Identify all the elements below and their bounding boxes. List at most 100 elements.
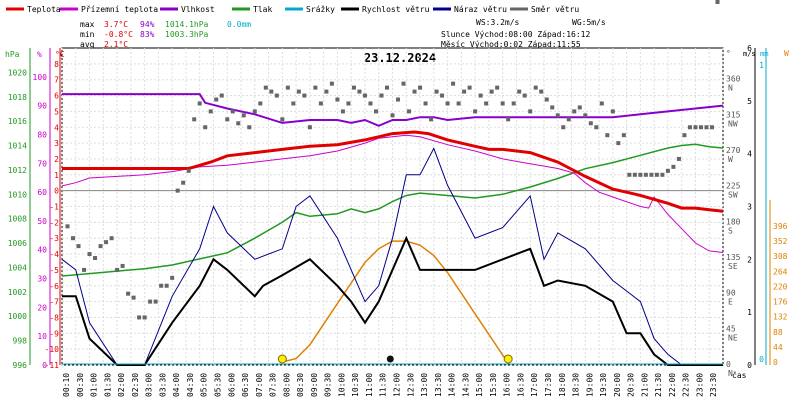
tick-dir-compass: N bbox=[728, 84, 733, 93]
tick-c: 1 bbox=[54, 171, 59, 180]
wind-dir-point bbox=[478, 93, 483, 98]
wind-dir-point bbox=[203, 125, 208, 130]
tick-c: -6 bbox=[49, 282, 59, 291]
tick-x: 20:30 bbox=[627, 373, 636, 397]
wind-dir-point bbox=[208, 109, 213, 114]
wind-dir-point bbox=[418, 85, 423, 90]
tick-x: 17:00 bbox=[530, 373, 539, 397]
tick-dir: 360 bbox=[726, 75, 741, 84]
wind-dir-point bbox=[660, 172, 665, 177]
legend-label: Přízemní teplota bbox=[81, 5, 158, 14]
tick-wm2: 88 bbox=[773, 328, 783, 337]
axis-title-pct: % bbox=[37, 50, 42, 59]
legend-item: Rychlost větru bbox=[341, 5, 430, 14]
tick-dir-compass: E bbox=[728, 298, 733, 307]
tick-x: 09:30 bbox=[324, 373, 333, 397]
tick-x: 22:30 bbox=[682, 373, 691, 397]
wind-dir-point bbox=[186, 168, 191, 173]
tick-mm: 1 bbox=[759, 61, 764, 70]
tick-x: 14:00 bbox=[448, 373, 457, 397]
stat-avg-temp: 2.1°C bbox=[104, 40, 128, 49]
tick-c: -9 bbox=[49, 329, 59, 338]
tick-x: 15:00 bbox=[475, 373, 484, 397]
tick-c: -10 bbox=[45, 345, 60, 354]
tick-x: 01:30 bbox=[103, 373, 112, 397]
tick-dir: 180 bbox=[726, 217, 741, 226]
wind-dir-point bbox=[616, 141, 621, 146]
wind-dir-point bbox=[423, 101, 428, 106]
tick-pct: 30 bbox=[37, 275, 47, 284]
wind-dir-point bbox=[511, 101, 516, 106]
wind-dir-point bbox=[335, 97, 340, 102]
series-temperature bbox=[62, 130, 724, 213]
tick-x: 14:30 bbox=[461, 373, 470, 397]
wind-dir-point bbox=[142, 315, 147, 320]
wind-dir-point bbox=[280, 117, 285, 122]
wind-dir-point bbox=[550, 105, 555, 110]
legend-label: Srážky bbox=[306, 5, 335, 14]
legend-label: Náraz větru bbox=[454, 5, 507, 14]
wind-dir-point bbox=[627, 172, 632, 177]
wind-dir-point bbox=[539, 89, 544, 94]
wind-dir-point bbox=[252, 109, 257, 114]
wind-dir-point bbox=[258, 101, 263, 106]
stats-block: max 3.7°C 94% 1014.1hPa 0.0mm min -0.8°C… bbox=[80, 18, 606, 49]
tick-mm: 0 bbox=[759, 355, 764, 364]
wind-dir-point bbox=[522, 93, 527, 98]
axis-title-ms: m/s bbox=[743, 50, 756, 58]
wind-dir-point bbox=[148, 299, 153, 304]
tick-x: 13:00 bbox=[420, 373, 429, 397]
grid bbox=[61, 48, 724, 366]
wind-dir-point bbox=[192, 117, 197, 122]
tick-c: 3 bbox=[54, 139, 59, 148]
wind-dir-point bbox=[302, 93, 307, 98]
stat-avg-label: avg bbox=[80, 40, 95, 49]
tick-hpa: 1002 bbox=[8, 288, 27, 297]
tick-hpa: 1014 bbox=[8, 142, 27, 151]
wind-dir-point bbox=[588, 121, 593, 126]
legend-item: Náraz větru bbox=[433, 5, 507, 14]
wind-dir-point bbox=[687, 125, 692, 130]
tick-x: 00:10 bbox=[62, 373, 71, 397]
wind-dir-point bbox=[561, 125, 566, 130]
tick-hpa: 1018 bbox=[8, 93, 27, 102]
tick-dir: 270 bbox=[726, 146, 741, 155]
wind-dir-point bbox=[285, 85, 290, 90]
wind-dir-point bbox=[115, 267, 120, 272]
wind-dir-point bbox=[175, 188, 180, 193]
wind-dir-point bbox=[71, 236, 76, 241]
tick-x: 18:00 bbox=[558, 373, 567, 397]
stat-max-press: 1014.1hPa bbox=[165, 20, 209, 29]
tick-x: 12:00 bbox=[393, 373, 402, 397]
wind-dir-point bbox=[131, 295, 136, 300]
tick-x: 09:00 bbox=[310, 373, 319, 397]
tick-dir-compass: SW bbox=[728, 191, 738, 200]
tick-wm2: 264 bbox=[773, 267, 788, 276]
tick-x: 08:30 bbox=[296, 373, 305, 397]
tick-hpa: 1010 bbox=[8, 190, 27, 199]
wind-dir-point bbox=[506, 117, 511, 122]
wind-dir-point bbox=[484, 101, 489, 106]
wind-dir-point bbox=[440, 93, 445, 98]
tick-wm2: 44 bbox=[773, 343, 783, 352]
tick-hpa: 1020 bbox=[8, 68, 27, 77]
tick-hpa: 1004 bbox=[8, 263, 27, 272]
tick-x: 03:00 bbox=[145, 373, 154, 397]
tick-c: -2 bbox=[49, 218, 59, 227]
stat-wg: WG:5m/s bbox=[572, 18, 606, 27]
tick-pct: 50 bbox=[37, 217, 47, 226]
tick-c: -3 bbox=[49, 234, 59, 243]
wind-dir-point bbox=[671, 164, 676, 169]
wind-dir-point bbox=[566, 117, 571, 122]
tick-ms: 3 bbox=[747, 203, 752, 212]
wind-dir-point bbox=[528, 109, 533, 114]
tick-x: 04:00 bbox=[172, 373, 181, 397]
tick-x: 20:00 bbox=[613, 373, 622, 397]
wind-dir-point bbox=[170, 275, 175, 280]
tick-ms: 1 bbox=[747, 308, 752, 317]
legend-label: Teplota bbox=[27, 5, 61, 14]
tick-x: 18:30 bbox=[572, 373, 581, 397]
legend-label: Rychlost větru bbox=[362, 5, 430, 14]
wind-dir-point bbox=[396, 97, 401, 102]
tick-hpa: 1000 bbox=[8, 312, 27, 321]
